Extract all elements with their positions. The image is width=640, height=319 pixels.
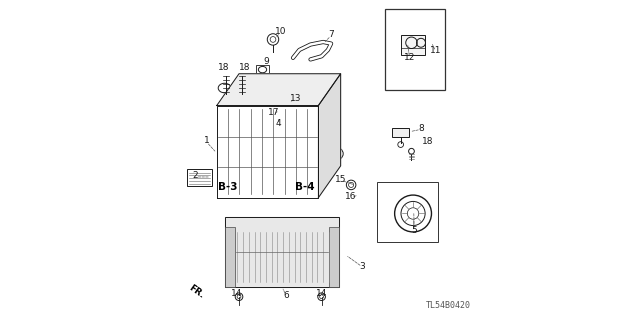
- Text: 18: 18: [239, 63, 250, 72]
- Text: 12: 12: [404, 53, 415, 62]
- Text: 6: 6: [283, 291, 289, 300]
- Text: 16: 16: [346, 192, 357, 202]
- Polygon shape: [217, 74, 340, 106]
- Bar: [377, 182, 438, 242]
- Bar: [188, 169, 212, 187]
- Text: 9: 9: [263, 57, 269, 66]
- Text: B-4: B-4: [295, 182, 315, 192]
- Bar: [329, 227, 339, 286]
- Bar: [392, 128, 409, 137]
- Bar: [225, 217, 339, 286]
- Text: 18: 18: [218, 63, 230, 72]
- Polygon shape: [225, 217, 339, 286]
- Text: 14: 14: [316, 289, 327, 298]
- Text: 13: 13: [291, 94, 302, 103]
- Text: 15: 15: [335, 175, 346, 184]
- Text: B-3: B-3: [218, 182, 237, 192]
- Polygon shape: [217, 106, 319, 197]
- Bar: [385, 9, 445, 90]
- Text: 14: 14: [231, 289, 243, 298]
- Text: 10: 10: [275, 27, 286, 36]
- Text: 4: 4: [276, 119, 282, 129]
- Text: TL54B0420: TL54B0420: [426, 301, 471, 310]
- Bar: [225, 227, 235, 286]
- Text: 8: 8: [418, 124, 424, 133]
- Text: 5: 5: [412, 226, 417, 234]
- Bar: [401, 35, 425, 56]
- Bar: [272, 98, 287, 106]
- Bar: [256, 65, 269, 74]
- Text: 11: 11: [430, 46, 442, 56]
- Polygon shape: [319, 74, 340, 197]
- Text: 1: 1: [204, 136, 209, 145]
- Text: 7: 7: [328, 31, 334, 40]
- Text: 17: 17: [268, 108, 279, 117]
- Text: 3: 3: [360, 262, 365, 271]
- Bar: [271, 109, 279, 113]
- Text: 2: 2: [193, 171, 198, 180]
- Text: FR.: FR.: [188, 284, 206, 300]
- Text: 18: 18: [422, 137, 434, 145]
